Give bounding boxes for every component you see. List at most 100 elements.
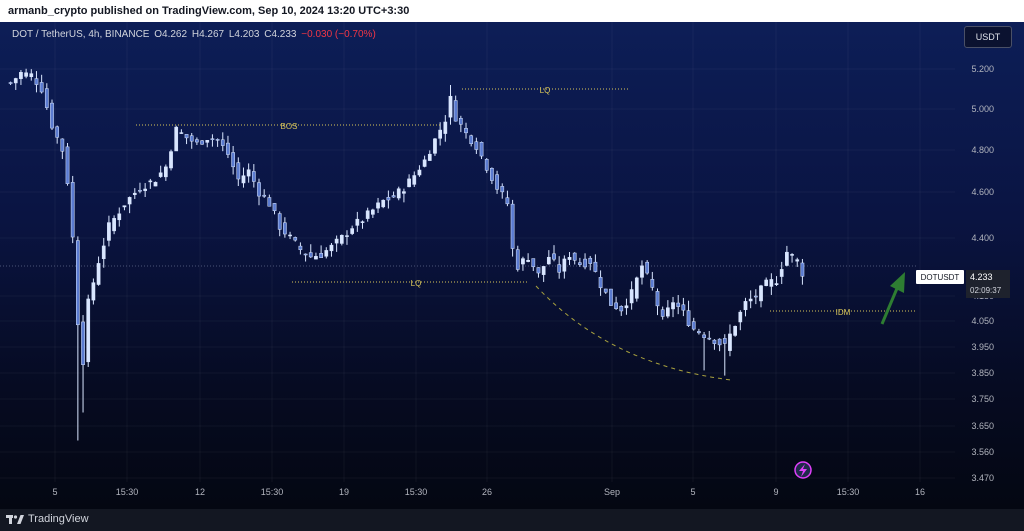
candle (650, 271, 655, 291)
price-chart[interactable]: BOS LQ LQ IDM 5 15:30 12 15:30 19 15:30 26 Sep 5… (0, 22, 1024, 509)
candle (614, 296, 618, 310)
candle (779, 261, 784, 284)
candle (764, 277, 769, 287)
candle (91, 278, 96, 305)
candle (629, 281, 634, 310)
candle (402, 188, 406, 203)
candle (381, 199, 386, 209)
candle (640, 260, 644, 285)
candle (324, 247, 329, 259)
candle (50, 99, 54, 131)
candle (319, 245, 323, 258)
candle (396, 186, 401, 201)
candle (13, 77, 18, 90)
candle (583, 253, 587, 270)
y-tick-label: 4.800 (971, 145, 994, 155)
candle (474, 137, 479, 154)
lightning-icon[interactable] (794, 461, 812, 479)
tradingview-logo[interactable]: TradingView (6, 513, 89, 525)
candle (158, 165, 163, 178)
x-tick-label: 15:30 (837, 487, 860, 497)
x-tick-label: 16 (915, 487, 925, 497)
candle (774, 276, 779, 286)
x-tick-label: 26 (482, 487, 492, 497)
candle (220, 132, 225, 152)
candle (495, 170, 499, 194)
y-tick-label: 3.560 (971, 447, 994, 457)
candle (24, 68, 28, 79)
candle (505, 190, 510, 207)
legend-open: O4.262 (154, 29, 188, 40)
candle (29, 69, 34, 81)
x-tick-label: 5 (690, 487, 695, 497)
candle (122, 205, 127, 211)
candle (215, 138, 220, 147)
candle (303, 253, 308, 262)
candle (55, 125, 60, 144)
candle (251, 164, 256, 188)
y-tick-label: 3.470 (971, 473, 994, 483)
price-label-price: 4.233 (970, 272, 993, 282)
candle (360, 220, 365, 229)
x-tick-label: 5 (52, 487, 57, 497)
candle (676, 295, 681, 315)
candle (433, 138, 437, 156)
candle (39, 74, 44, 94)
liquidity-curve (535, 285, 732, 381)
candle (339, 234, 344, 246)
candle (293, 236, 298, 242)
candle (557, 256, 562, 279)
tradingview-brand-text: TradingView (28, 513, 89, 525)
legend-low: L4.203 (228, 29, 260, 40)
candle (143, 183, 148, 197)
candle (453, 95, 458, 122)
candle (593, 254, 598, 273)
candle (707, 330, 712, 341)
candle (148, 178, 153, 189)
candle (65, 142, 70, 186)
candle (769, 273, 774, 295)
candle (107, 215, 111, 247)
candle (443, 115, 448, 142)
candle (153, 181, 158, 187)
candle (262, 189, 267, 198)
candle (546, 250, 551, 265)
candle (246, 163, 251, 183)
currency-button[interactable]: USDT (964, 26, 1012, 48)
candle (438, 122, 442, 146)
candle (195, 137, 199, 146)
legend-symbol: DOT / TetherUS, 4h, BINANCE (12, 29, 150, 40)
candle (722, 334, 727, 376)
candle (748, 290, 753, 309)
published-header: armanb_crypto published on TradingView.c… (0, 0, 1024, 22)
candle (588, 255, 593, 271)
candle (572, 252, 577, 265)
candle (800, 258, 805, 285)
x-tick-label: 15:30 (405, 487, 428, 497)
candle (691, 317, 696, 331)
candle (469, 134, 474, 147)
legend-change: −0.030 (−0.70%) (301, 29, 376, 40)
candle (427, 150, 432, 161)
candle (412, 171, 417, 187)
y-tick-label: 4.050 (971, 316, 994, 326)
price-label-countdown: 02:09:37 (970, 286, 1002, 295)
candle (19, 70, 23, 85)
candle (464, 122, 468, 139)
candle (484, 158, 489, 174)
candle (526, 253, 530, 263)
chart-area[interactable]: BOS LQ LQ IDM 5 15:30 12 15:30 19 15:30 26 Sep 5… (0, 22, 1024, 509)
price-label-symbol: DOTUSDT (921, 273, 960, 282)
candle (34, 71, 39, 93)
candle (510, 199, 515, 257)
candle (645, 260, 650, 275)
candle (376, 197, 380, 214)
candle (697, 328, 701, 335)
candle (101, 237, 106, 268)
candle (329, 242, 334, 257)
candle (619, 305, 624, 316)
candle (795, 257, 800, 267)
candle (76, 236, 80, 441)
x-tick-label: 15:30 (261, 487, 284, 497)
candle (60, 138, 65, 160)
